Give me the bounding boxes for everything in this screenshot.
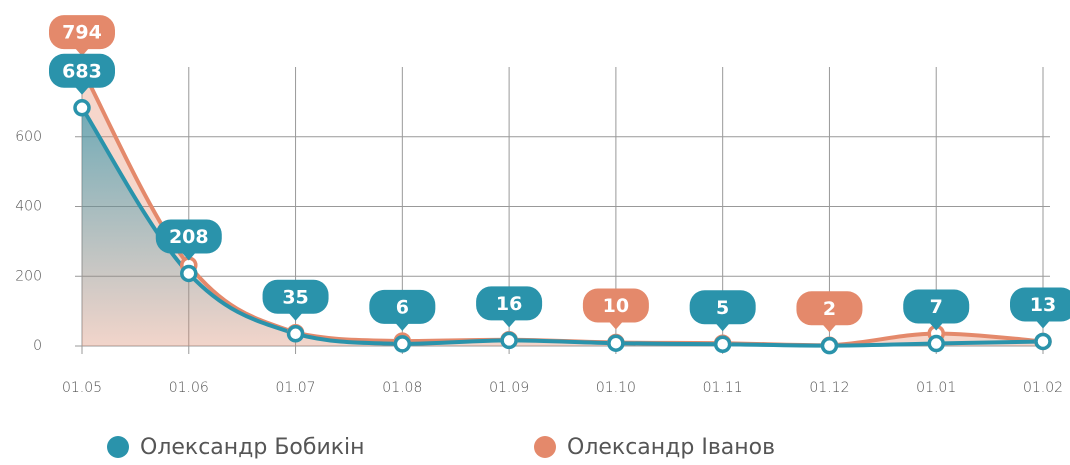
y-tick-label: 400 — [15, 199, 42, 215]
value-label-bubble: 6 — [369, 289, 436, 331]
legend-marker — [534, 436, 556, 458]
bubble-pointer — [181, 252, 196, 261]
bubble-pointer — [715, 323, 730, 332]
y-tick-label: 0 — [33, 338, 42, 354]
bubble-pointer — [395, 322, 410, 331]
bubble — [49, 15, 115, 50]
y-tick-label: 600 — [15, 129, 42, 145]
bubble-pointer — [75, 48, 89, 57]
bubble-pointer — [1036, 320, 1050, 329]
bubble — [582, 288, 649, 323]
bubble — [369, 289, 436, 324]
x-tick-label: 01.06 — [169, 380, 209, 396]
y-tick-label: 200 — [15, 268, 42, 284]
x-tick-label: 01.12 — [809, 380, 849, 396]
value-label-bubble: 2 — [796, 291, 863, 333]
x-tick-label: 01.05 — [62, 380, 102, 396]
value-label: 2 — [823, 298, 836, 320]
data-point — [927, 334, 945, 353]
data-point — [180, 264, 198, 283]
value-label-bubble: 5 — [689, 290, 756, 332]
bubble — [1010, 287, 1070, 322]
series-area — [82, 107, 1043, 347]
bubble — [903, 289, 970, 324]
value-label: 794 — [62, 22, 102, 44]
bubble — [262, 279, 329, 314]
data-point — [286, 325, 305, 343]
bubble — [49, 53, 115, 88]
value-label-bubble: 794 — [49, 15, 115, 57]
value-label: 6 — [396, 296, 409, 318]
value-label: 5 — [716, 297, 729, 319]
x-tick-label: 01.10 — [596, 380, 636, 396]
x-tick-label: 01.07 — [276, 380, 316, 396]
bubble-pointer — [822, 324, 837, 333]
bubble — [155, 219, 222, 254]
bubble-pointer — [608, 321, 623, 330]
value-label-bubble: 208 — [155, 219, 222, 261]
bubble — [689, 290, 756, 325]
bubble-pointer — [288, 312, 303, 321]
value-label: 13 — [1030, 294, 1056, 316]
x-tick-label: 01.08 — [382, 380, 422, 396]
x-tick-label: 01.09 — [489, 380, 529, 396]
bubble-pointer — [929, 322, 944, 331]
data-point — [607, 334, 625, 352]
data-point — [73, 99, 91, 117]
bubble — [796, 291, 863, 326]
value-label-bubble: 35 — [262, 279, 329, 321]
data-point — [713, 335, 732, 354]
value-label: 7 — [930, 296, 943, 318]
value-label-bubble: 7 — [903, 289, 970, 331]
bubble-pointer — [75, 86, 89, 95]
value-label-bubble: 16 — [476, 286, 543, 328]
value-label-bubble: 10 — [582, 288, 649, 330]
value-label: 208 — [169, 226, 209, 248]
bubble-pointer — [502, 319, 517, 328]
legend-label: Олександр Іванов — [567, 435, 775, 460]
x-tick-label: 01.01 — [916, 380, 956, 396]
legend-label: Олександр Бобикін — [140, 435, 365, 460]
data-point — [1034, 332, 1052, 351]
data-point — [820, 336, 839, 355]
value-label: 10 — [603, 295, 629, 317]
value-label-bubble: 683 — [49, 53, 115, 95]
legend-marker — [107, 436, 129, 458]
data-point — [500, 331, 518, 350]
series-line — [80, 106, 1044, 348]
bubble — [476, 286, 543, 321]
x-tick-label: 01.11 — [703, 380, 743, 396]
value-label: 16 — [496, 293, 522, 315]
value-label: 683 — [62, 60, 102, 82]
value-label-bubble: 13 — [1010, 287, 1070, 329]
x-tick-label: 01.02 — [1023, 380, 1063, 396]
data-point — [393, 335, 412, 353]
value-label: 35 — [282, 286, 308, 308]
